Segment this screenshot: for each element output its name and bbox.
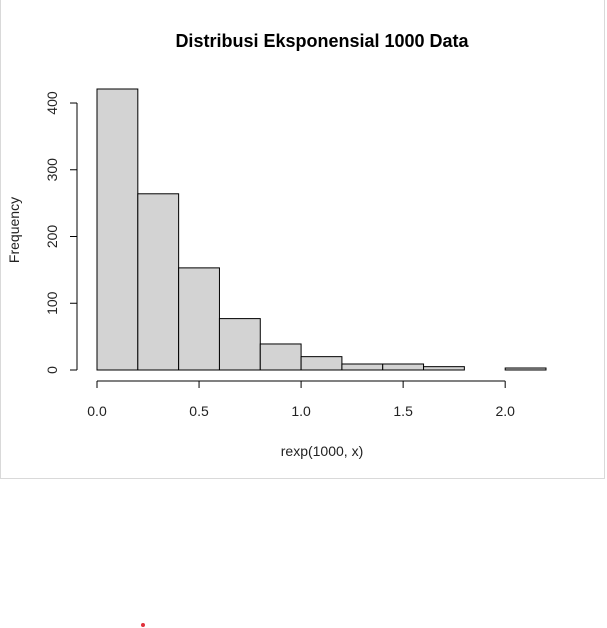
x-axis: 0.0 0.5 1.0 1.5 2.0: [87, 380, 515, 419]
x-tick-label: 1.0: [291, 403, 311, 419]
histogram-bar-7: [382, 363, 425, 371]
histogram-bar-2: [178, 267, 220, 371]
histogram-bar-1: [137, 193, 180, 371]
y-tick-label: 400: [44, 91, 60, 115]
histogram-chart: Distribusi Eksponensial 1000 Data 0.0 0.5…: [6, 31, 547, 459]
y-tick-label: 100: [44, 291, 60, 315]
histogram-bar-4: [259, 343, 302, 371]
y-tick-label: 300: [44, 158, 60, 182]
histogram-bar-5: [300, 356, 343, 371]
x-tick-label: 1.5: [393, 403, 413, 419]
histogram-bar-3: [218, 318, 261, 371]
y-tick-label: 200: [44, 225, 60, 249]
x-tick-label: 0.0: [87, 403, 107, 419]
x-axis-label: rexp(1000, x): [281, 443, 363, 459]
red-marker-dot: [141, 623, 145, 627]
x-tick-label: 0.5: [189, 403, 209, 419]
y-axis: 0 100 200 300 400: [44, 91, 78, 374]
y-tick-label: 0: [44, 366, 60, 374]
histogram-bars: [96, 88, 547, 371]
histogram-bar-8: [423, 366, 465, 371]
chart-title: Distribusi Eksponensial 1000 Data: [175, 31, 469, 51]
x-tick-label: 2.0: [495, 403, 515, 419]
histogram-bar-10: [504, 367, 547, 371]
histogram-bar-6: [341, 363, 384, 371]
y-axis-label: Frequency: [6, 197, 22, 263]
histogram-bar-0: [96, 88, 139, 371]
